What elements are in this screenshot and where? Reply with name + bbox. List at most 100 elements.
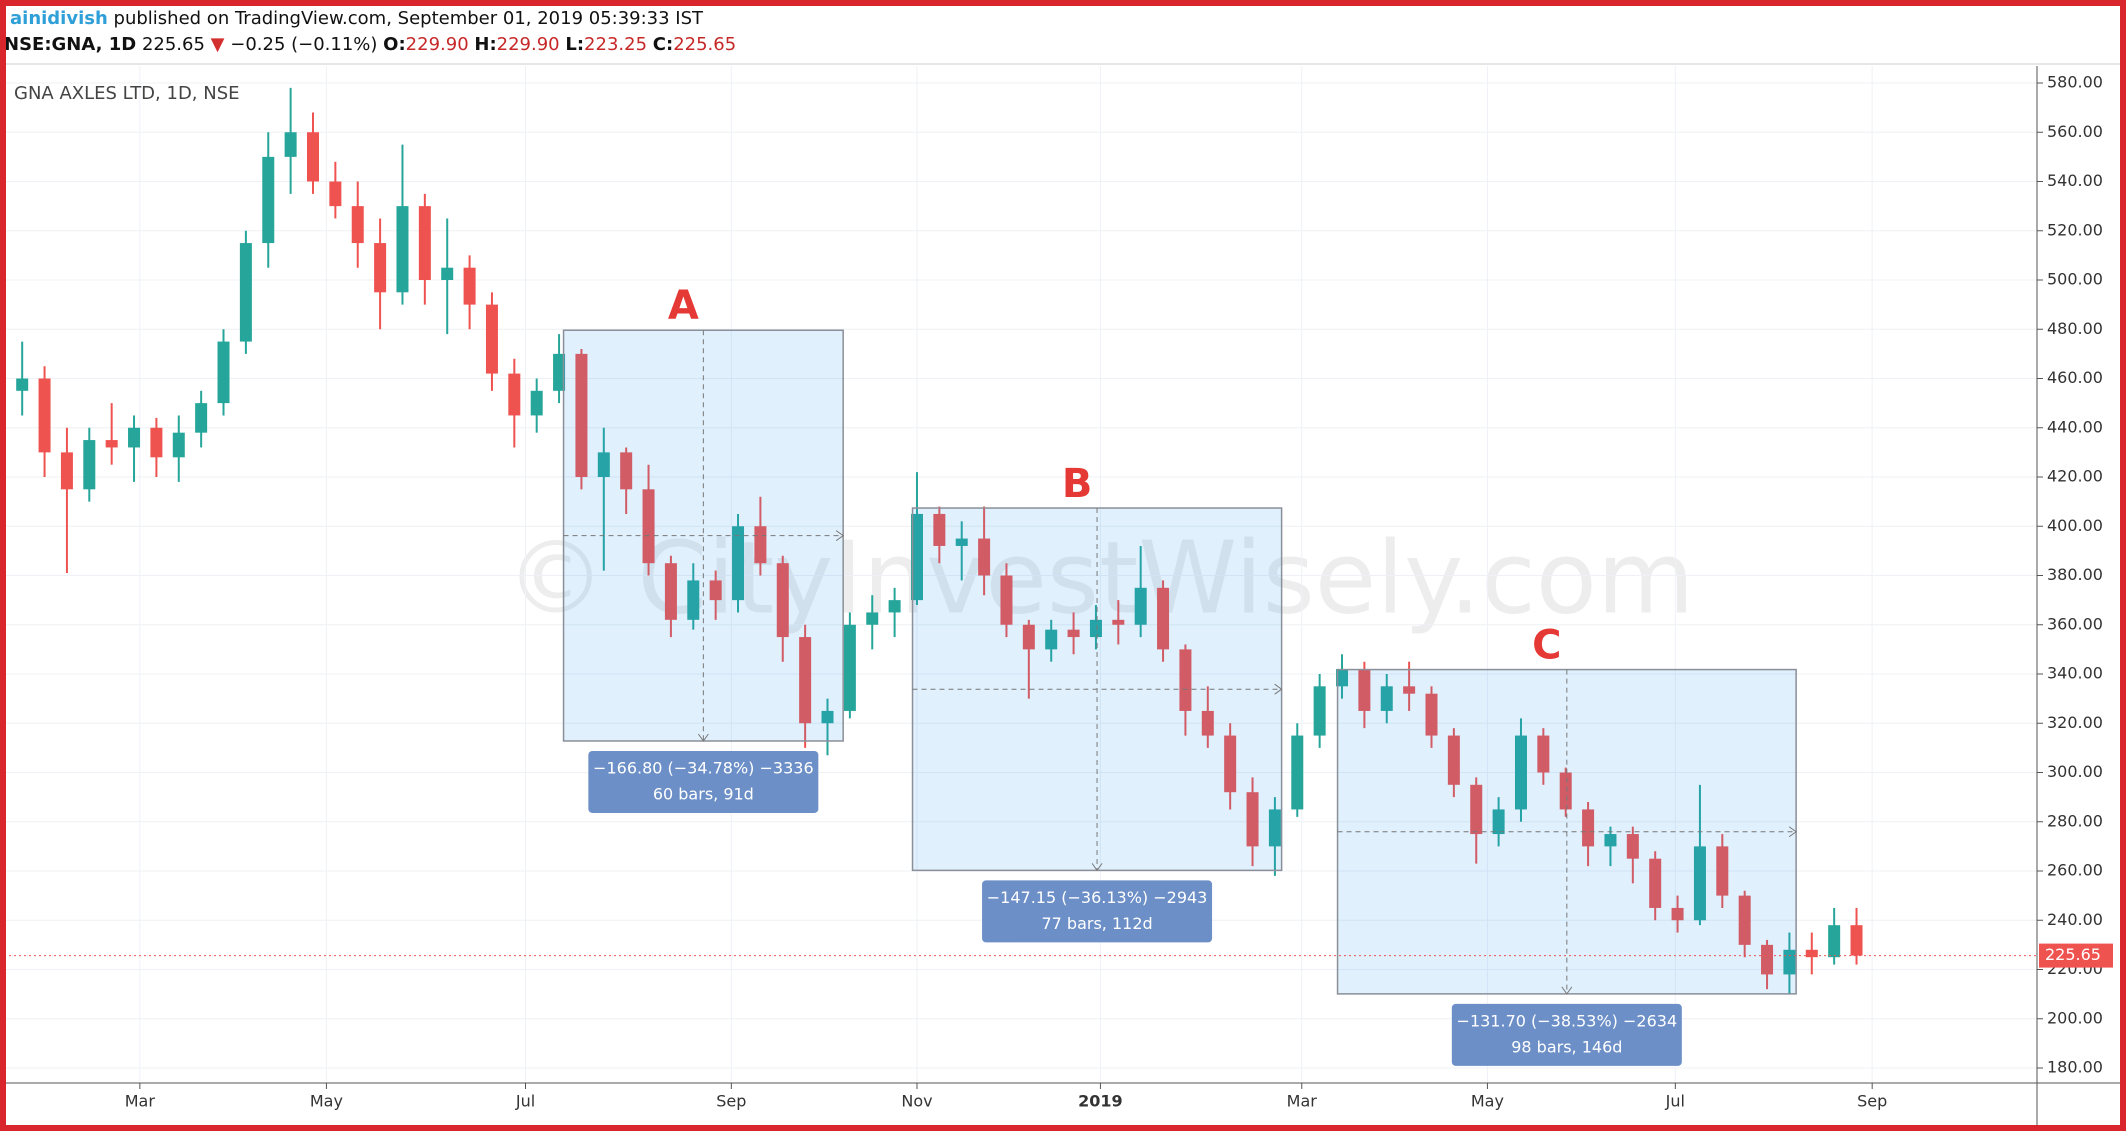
candle-body	[1224, 735, 1237, 793]
y-tick-label: 400.00	[2047, 516, 2103, 535]
candle-body	[1134, 587, 1147, 625]
y-tick-label: 440.00	[2047, 417, 2103, 436]
candle-body	[150, 427, 163, 458]
publisher: ainidivish	[10, 8, 108, 29]
candle-body	[1291, 735, 1304, 810]
candle-body	[1112, 619, 1125, 625]
candle-body	[955, 538, 968, 546]
measure-label-box	[1451, 1003, 1682, 1066]
candle-body	[1380, 686, 1393, 711]
x-tick-label: Sep	[716, 1092, 746, 1111]
measure-arrow	[697, 733, 709, 742]
ohlc-label: C:	[653, 34, 673, 55]
last-price-label: 225.65	[2045, 945, 2101, 964]
candle-body	[1514, 735, 1527, 810]
measure-arrow	[1274, 683, 1283, 695]
measure-label-box	[982, 880, 1213, 943]
candle-body	[933, 513, 946, 546]
y-tick-label: 460.00	[2047, 368, 2103, 387]
candle-body	[1604, 834, 1617, 847]
candle-body	[1693, 846, 1706, 921]
x-tick-label: 2019	[1078, 1092, 1123, 1111]
y-tick-label: 500.00	[2047, 270, 2103, 289]
candle-body	[1157, 587, 1170, 650]
candle-body	[195, 403, 208, 433]
candle-body	[1470, 784, 1483, 835]
candle-body	[1425, 693, 1438, 736]
candle-body	[60, 452, 73, 490]
y-tick-label: 480.00	[2047, 319, 2103, 338]
y-tick-label: 240.00	[2047, 910, 2103, 929]
y-tick-label: 520.00	[2047, 220, 2103, 239]
symbol: NSE:GNA, 1D	[4, 34, 136, 55]
publish-line: ainidivish published on TradingView.com,…	[10, 8, 704, 29]
y-tick-label: 320.00	[2047, 713, 2103, 732]
candle-body	[530, 390, 543, 416]
candle-body	[396, 206, 409, 293]
ohlc-label: O:	[383, 34, 406, 55]
measure-arrow	[1091, 863, 1103, 872]
candle-body	[709, 580, 722, 601]
candle-body	[866, 612, 879, 625]
x-tick-label: Sep	[1857, 1092, 1887, 1111]
candle-body	[16, 378, 29, 391]
candle-body	[553, 353, 566, 391]
last: 225.65	[142, 34, 205, 55]
candle-body	[329, 181, 342, 207]
candle-body	[597, 452, 610, 477]
candle-body	[374, 243, 387, 293]
x-tick-label: Jul	[515, 1092, 535, 1111]
candle-body	[1738, 895, 1751, 945]
y-tick-label: 340.00	[2047, 664, 2103, 683]
ohlc-value: 229.90	[497, 34, 560, 55]
candle-body	[441, 267, 454, 280]
y-tick-label: 280.00	[2047, 811, 2103, 830]
measure-label: 98 bars, 146d	[1511, 1037, 1622, 1056]
ohlc-label: L:	[565, 34, 584, 55]
chart-title: GNA AXLES LTD, 1D, NSE	[14, 83, 240, 104]
candle-body	[508, 373, 521, 416]
published-text: published on TradingView.com, September …	[114, 8, 705, 29]
x-tick-label: Jul	[1665, 1092, 1685, 1111]
y-tick-label: 260.00	[2047, 861, 2103, 880]
candle-body	[1358, 669, 1371, 711]
candle-body	[664, 563, 677, 620]
candle-body	[1716, 846, 1729, 896]
candle-body	[172, 432, 185, 458]
y-tick-label: 380.00	[2047, 565, 2103, 584]
candle-body	[418, 206, 431, 280]
candle-body	[1783, 949, 1796, 975]
candle-body	[1761, 944, 1774, 975]
candle-body	[1268, 809, 1281, 847]
candle-body	[799, 637, 812, 724]
plot: © CityInvestWisely.com180.00200.00220.00…	[4, 66, 2113, 1111]
candle-body	[1179, 649, 1192, 711]
candle-body	[1022, 624, 1035, 650]
y-tick-label: 560.00	[2047, 122, 2103, 141]
measure-label-box	[588, 750, 819, 813]
candle-body	[105, 440, 118, 448]
candle-body	[776, 563, 789, 638]
candle-body	[1336, 669, 1349, 687]
candle-body	[575, 353, 588, 477]
y-tick-label: 540.00	[2047, 171, 2103, 190]
candle-body	[821, 710, 834, 724]
y-tick-label: 180.00	[2047, 1058, 2103, 1077]
x-tick-label: Mar	[1287, 1092, 1318, 1111]
candle-body	[1000, 575, 1013, 625]
candle-body	[1492, 809, 1505, 835]
candle-body	[1246, 792, 1259, 847]
x-tick-label: Mar	[125, 1092, 156, 1111]
candle-body	[1201, 710, 1214, 736]
candle-body	[620, 452, 633, 490]
candle-body	[1582, 809, 1595, 847]
candle-body	[843, 624, 856, 711]
candle-body	[1850, 925, 1863, 956]
candle-body	[239, 243, 252, 342]
candle-body	[978, 538, 991, 576]
measure-label: 60 bars, 91d	[653, 784, 754, 803]
y-tick-label: 580.00	[2047, 73, 2103, 92]
candle-body	[1805, 949, 1818, 958]
